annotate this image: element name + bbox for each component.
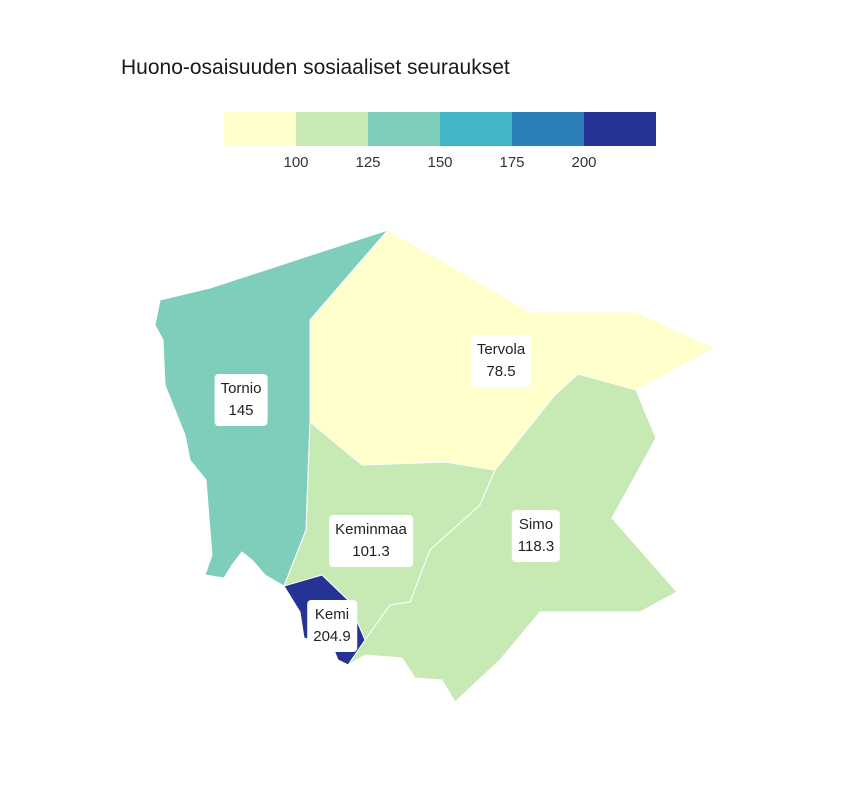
legend-swatch: [584, 112, 656, 146]
legend-tick: 100: [283, 154, 309, 171]
region-name: Tornio: [220, 380, 262, 397]
legend-tick: 125: [355, 154, 381, 171]
region-value: 78.5: [486, 363, 516, 380]
legend-swatch: [224, 112, 296, 146]
legend-swatch: [368, 112, 440, 146]
color-legend: 100 125 150 175 200: [224, 112, 656, 182]
region-value: 101.3: [352, 543, 390, 560]
region-name: Tervola: [476, 341, 526, 358]
region-label-simo: Simo 118.3: [511, 510, 561, 562]
legend-tick: 150: [427, 154, 453, 171]
legend-swatch: [440, 112, 512, 146]
region-name: Simo: [518, 516, 554, 533]
region-label-keminmaa: Keminmaa 101.3: [329, 515, 413, 567]
region-label-tervola: Tervola 78.5: [470, 335, 532, 387]
legend-swatch: [512, 112, 584, 146]
legend-tick: 200: [571, 154, 597, 171]
legend-tick: 175: [499, 154, 525, 171]
region-value: 204.9: [313, 628, 351, 645]
region-value: 145: [228, 402, 254, 419]
region-name: Keminmaa: [335, 521, 407, 538]
legend-swatch: [296, 112, 368, 146]
region-label-tornio: Tornio 145: [214, 374, 268, 426]
region-name: Kemi: [314, 606, 350, 623]
region-value: 118.3: [517, 538, 555, 555]
map-title: Huono-osaisuuden sosiaaliset seuraukset: [121, 56, 510, 79]
region-label-kemi: Kemi 204.9: [307, 600, 357, 652]
